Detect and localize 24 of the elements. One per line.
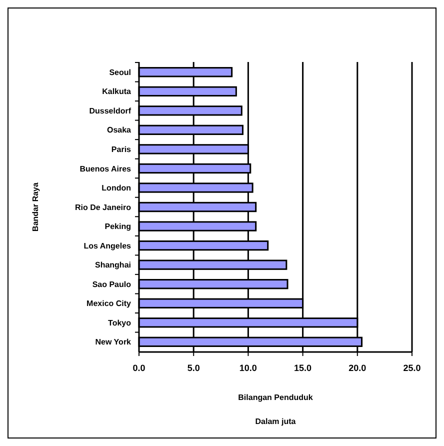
y-tick-label: Kalkuta <box>102 87 132 96</box>
y-tick-label: London <box>102 184 132 193</box>
x-tick-label: 5.0 <box>187 363 200 373</box>
x-tick-label: 10.0 <box>239 363 257 373</box>
y-tick-label: Sao Paulo <box>92 280 132 289</box>
y-tick-label: Rio De Janeiro <box>74 202 132 212</box>
y-tick-label: Buenos Aires <box>80 164 132 174</box>
x-axis-title: Bilangan Penduduk <box>238 393 314 402</box>
y-tick-label: Mexico City <box>86 299 132 308</box>
x-tick-label: 15.0 <box>294 363 312 373</box>
y-tick-label: Dusseldorf <box>89 106 132 116</box>
x-tick-label: 25.0 <box>403 363 421 373</box>
y-tick-label: Seoul <box>109 68 131 77</box>
x-tick-label: 0.0 <box>132 363 146 373</box>
text: Dalam juta <box>255 417 296 426</box>
y-tick-label: New York <box>95 338 132 347</box>
y-tick-label: Shanghai <box>94 260 131 270</box>
y-tick-label: Osaka <box>106 126 132 135</box>
y-axis-title: Bandar Raya <box>31 182 40 232</box>
y-tick-label: Paris <box>111 144 132 154</box>
y-tick-label: Peking <box>104 222 132 232</box>
y-tick-label: Los Angeles <box>84 241 132 250</box>
x-tick-label: 20.0 <box>348 363 366 373</box>
y-tick-label: Tokyo <box>108 318 132 328</box>
